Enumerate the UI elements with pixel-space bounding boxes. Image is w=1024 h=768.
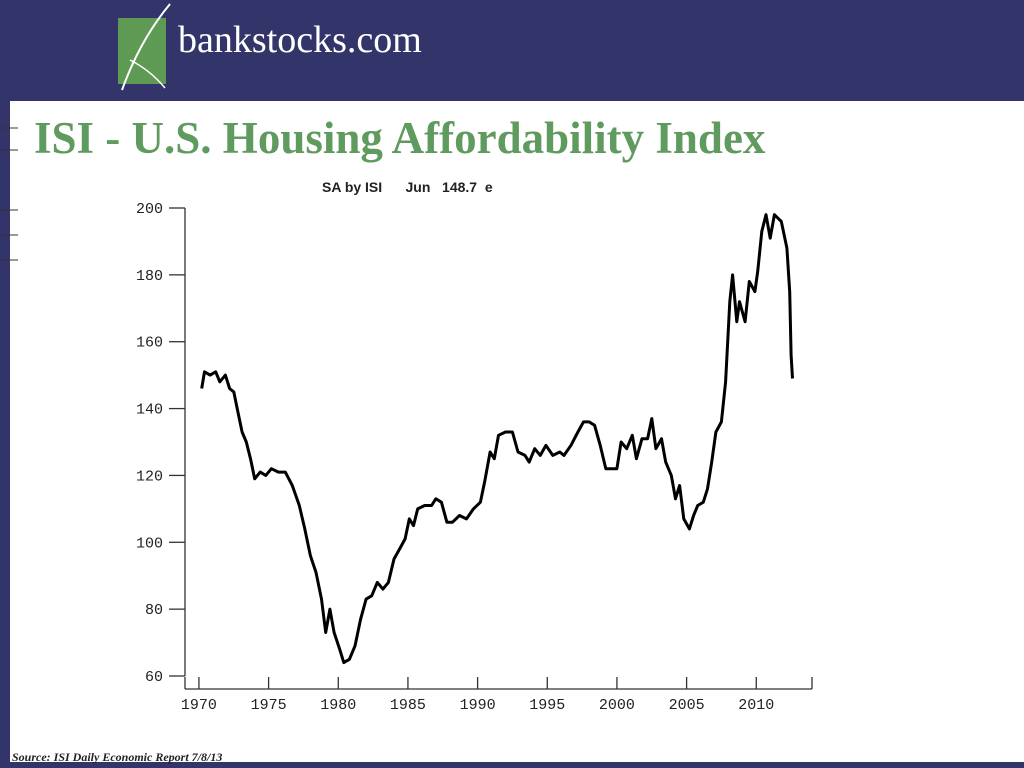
y-tick-label: 200 [136, 201, 163, 218]
bottom-band [0, 762, 1024, 768]
x-tick-label: 2005 [669, 697, 705, 714]
x-tick-label: 2010 [738, 697, 774, 714]
x-tick-label: 2000 [599, 697, 635, 714]
y-tick-label: 100 [136, 535, 163, 552]
source-note: Source: ISI Daily Economic Report 7/8/13 [12, 750, 222, 764]
x-tick-label: 1970 [181, 697, 217, 714]
y-tick-label: 60 [145, 669, 163, 686]
y-tick-label: 120 [136, 468, 163, 485]
x-tick-label: 1980 [320, 697, 356, 714]
left-band [0, 101, 10, 768]
x-tick-label: 1975 [251, 697, 287, 714]
x-tick-label: 1985 [390, 697, 426, 714]
header-band [0, 0, 1024, 101]
logo-text: bankstocks.com [178, 19, 422, 61]
y-tick-label: 180 [136, 268, 163, 285]
x-tick-label: 1995 [529, 697, 565, 714]
data-line [200, 213, 794, 665]
logo-icon [118, 3, 171, 91]
edge-marks [0, 127, 18, 261]
chart-title: ISI - U.S. Housing Affordability Index [34, 113, 766, 163]
y-tick-label: 140 [136, 402, 163, 419]
y-tick-label: 80 [145, 602, 163, 619]
x-tick-label: 1990 [460, 697, 496, 714]
y-tick-label: 160 [136, 335, 163, 352]
chart-subtitle: SA by ISI Jun 148.7 e [322, 179, 493, 195]
